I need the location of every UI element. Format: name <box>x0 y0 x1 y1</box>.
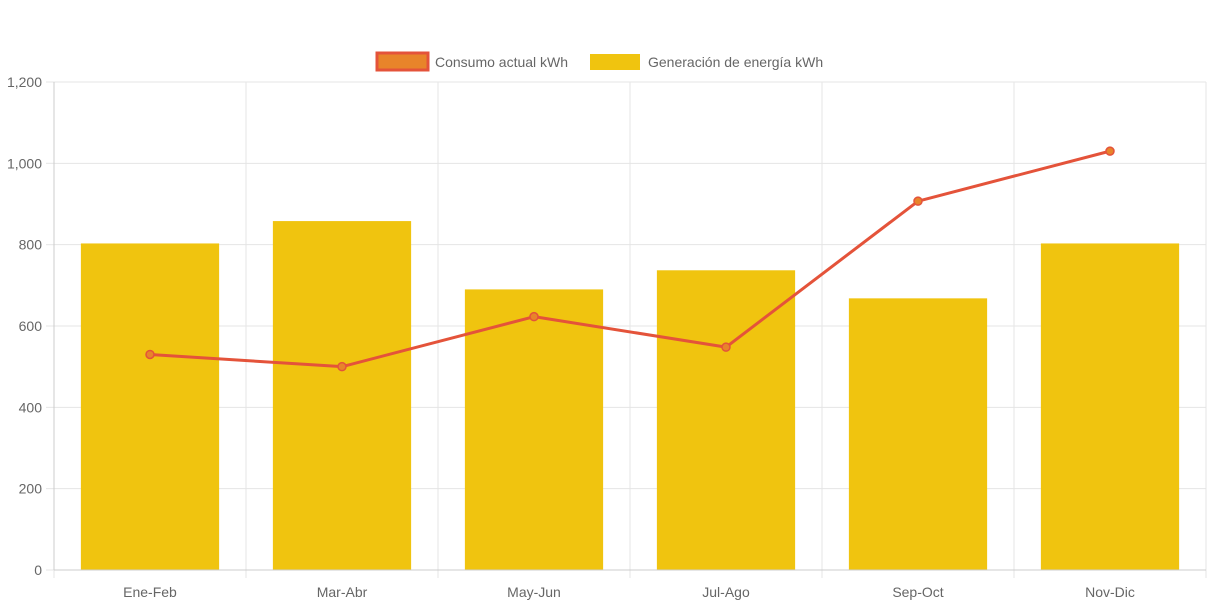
legend-label-consumo: Consumo actual kWh <box>435 54 568 70</box>
bar-generacion-0[interactable] <box>80 243 220 571</box>
x-tick-label: Ene-Feb <box>123 584 177 600</box>
x-tick-label: Mar-Abr <box>317 584 368 600</box>
bar-series <box>80 221 1180 571</box>
bar-generacion-2[interactable] <box>464 289 604 570</box>
y-tick-label: 0 <box>34 562 42 578</box>
point-consumo-2[interactable] <box>529 311 539 322</box>
legend-label-generacion: Generación de energía kWh <box>648 54 823 70</box>
x-tick-label: Jul-Ago <box>702 584 750 600</box>
x-tick-label: Sep-Oct <box>892 584 943 600</box>
x-axis: Ene-Feb Mar-Abr May-Jun Jul-Ago Sep-Oct Nov-D… <box>54 569 1206 600</box>
line-consumo <box>149 149 1111 369</box>
legend-swatch-consumo <box>375 51 430 72</box>
y-tick-label: 400 <box>19 399 43 415</box>
point-consumo-0[interactable] <box>145 349 155 360</box>
legend-item-consumo[interactable]: Consumo actual kWh <box>375 51 568 72</box>
legend-item-generacion[interactable]: Generación de energía kWh <box>590 54 823 70</box>
line-series <box>145 146 1115 372</box>
bar-generacion-5[interactable] <box>1040 243 1180 571</box>
grid-lines <box>53 81 1207 578</box>
y-axis: 0 200 400 600 800 1,000 1,200 <box>7 74 55 578</box>
point-consumo-5[interactable] <box>1105 146 1115 156</box>
y-tick-label: 800 <box>19 237 43 253</box>
point-consumo-4[interactable] <box>913 196 923 206</box>
y-tick-label: 200 <box>19 481 43 497</box>
chart-legend: Consumo actual kWh Generación de energía… <box>375 51 823 72</box>
point-consumo-1[interactable] <box>337 361 347 372</box>
y-tick-label: 1,200 <box>7 74 42 90</box>
bar-generacion-3[interactable] <box>656 270 796 570</box>
legend-swatch-generacion <box>590 54 640 70</box>
y-tick-label: 1,000 <box>7 155 42 171</box>
y-tick-label: 600 <box>19 318 43 334</box>
point-consumo-3[interactable] <box>721 342 731 352</box>
bar-generacion-1[interactable] <box>272 221 412 570</box>
x-tick-label: May-Jun <box>507 584 561 600</box>
x-tick-label: Nov-Dic <box>1085 584 1135 600</box>
bar-generacion-4[interactable] <box>848 298 988 570</box>
